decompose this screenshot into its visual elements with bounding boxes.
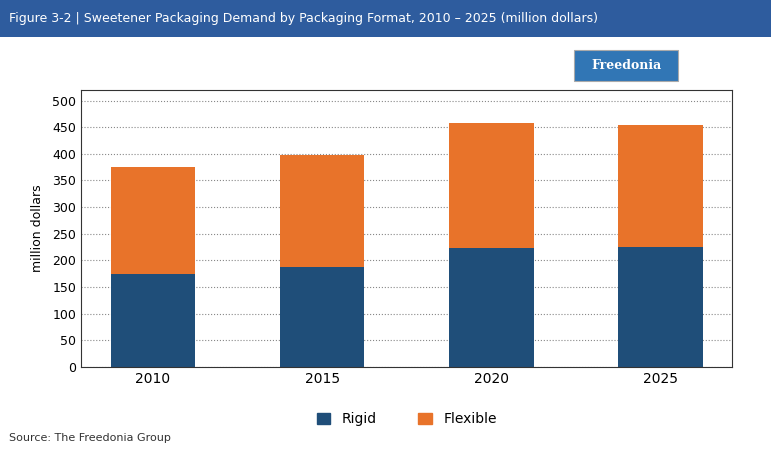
Bar	[110, 274, 195, 367]
Text: Figure 3-2 | Sweetener Packaging Demand by Packaging Format, 2010 – 2025 (millio: Figure 3-2 | Sweetener Packaging Demand …	[9, 12, 598, 25]
Text: Freedonia: Freedonia	[591, 59, 662, 72]
Y-axis label: million dollars: million dollars	[31, 184, 44, 272]
Bar	[449, 248, 534, 367]
Bar	[449, 123, 534, 248]
Bar	[110, 167, 195, 274]
Bar	[618, 247, 703, 367]
Legend: Rigid, Flexible: Rigid, Flexible	[311, 407, 503, 432]
Bar	[280, 155, 365, 267]
Bar	[618, 125, 703, 247]
Bar	[280, 267, 365, 367]
Text: Source: The Freedonia Group: Source: The Freedonia Group	[9, 433, 171, 443]
